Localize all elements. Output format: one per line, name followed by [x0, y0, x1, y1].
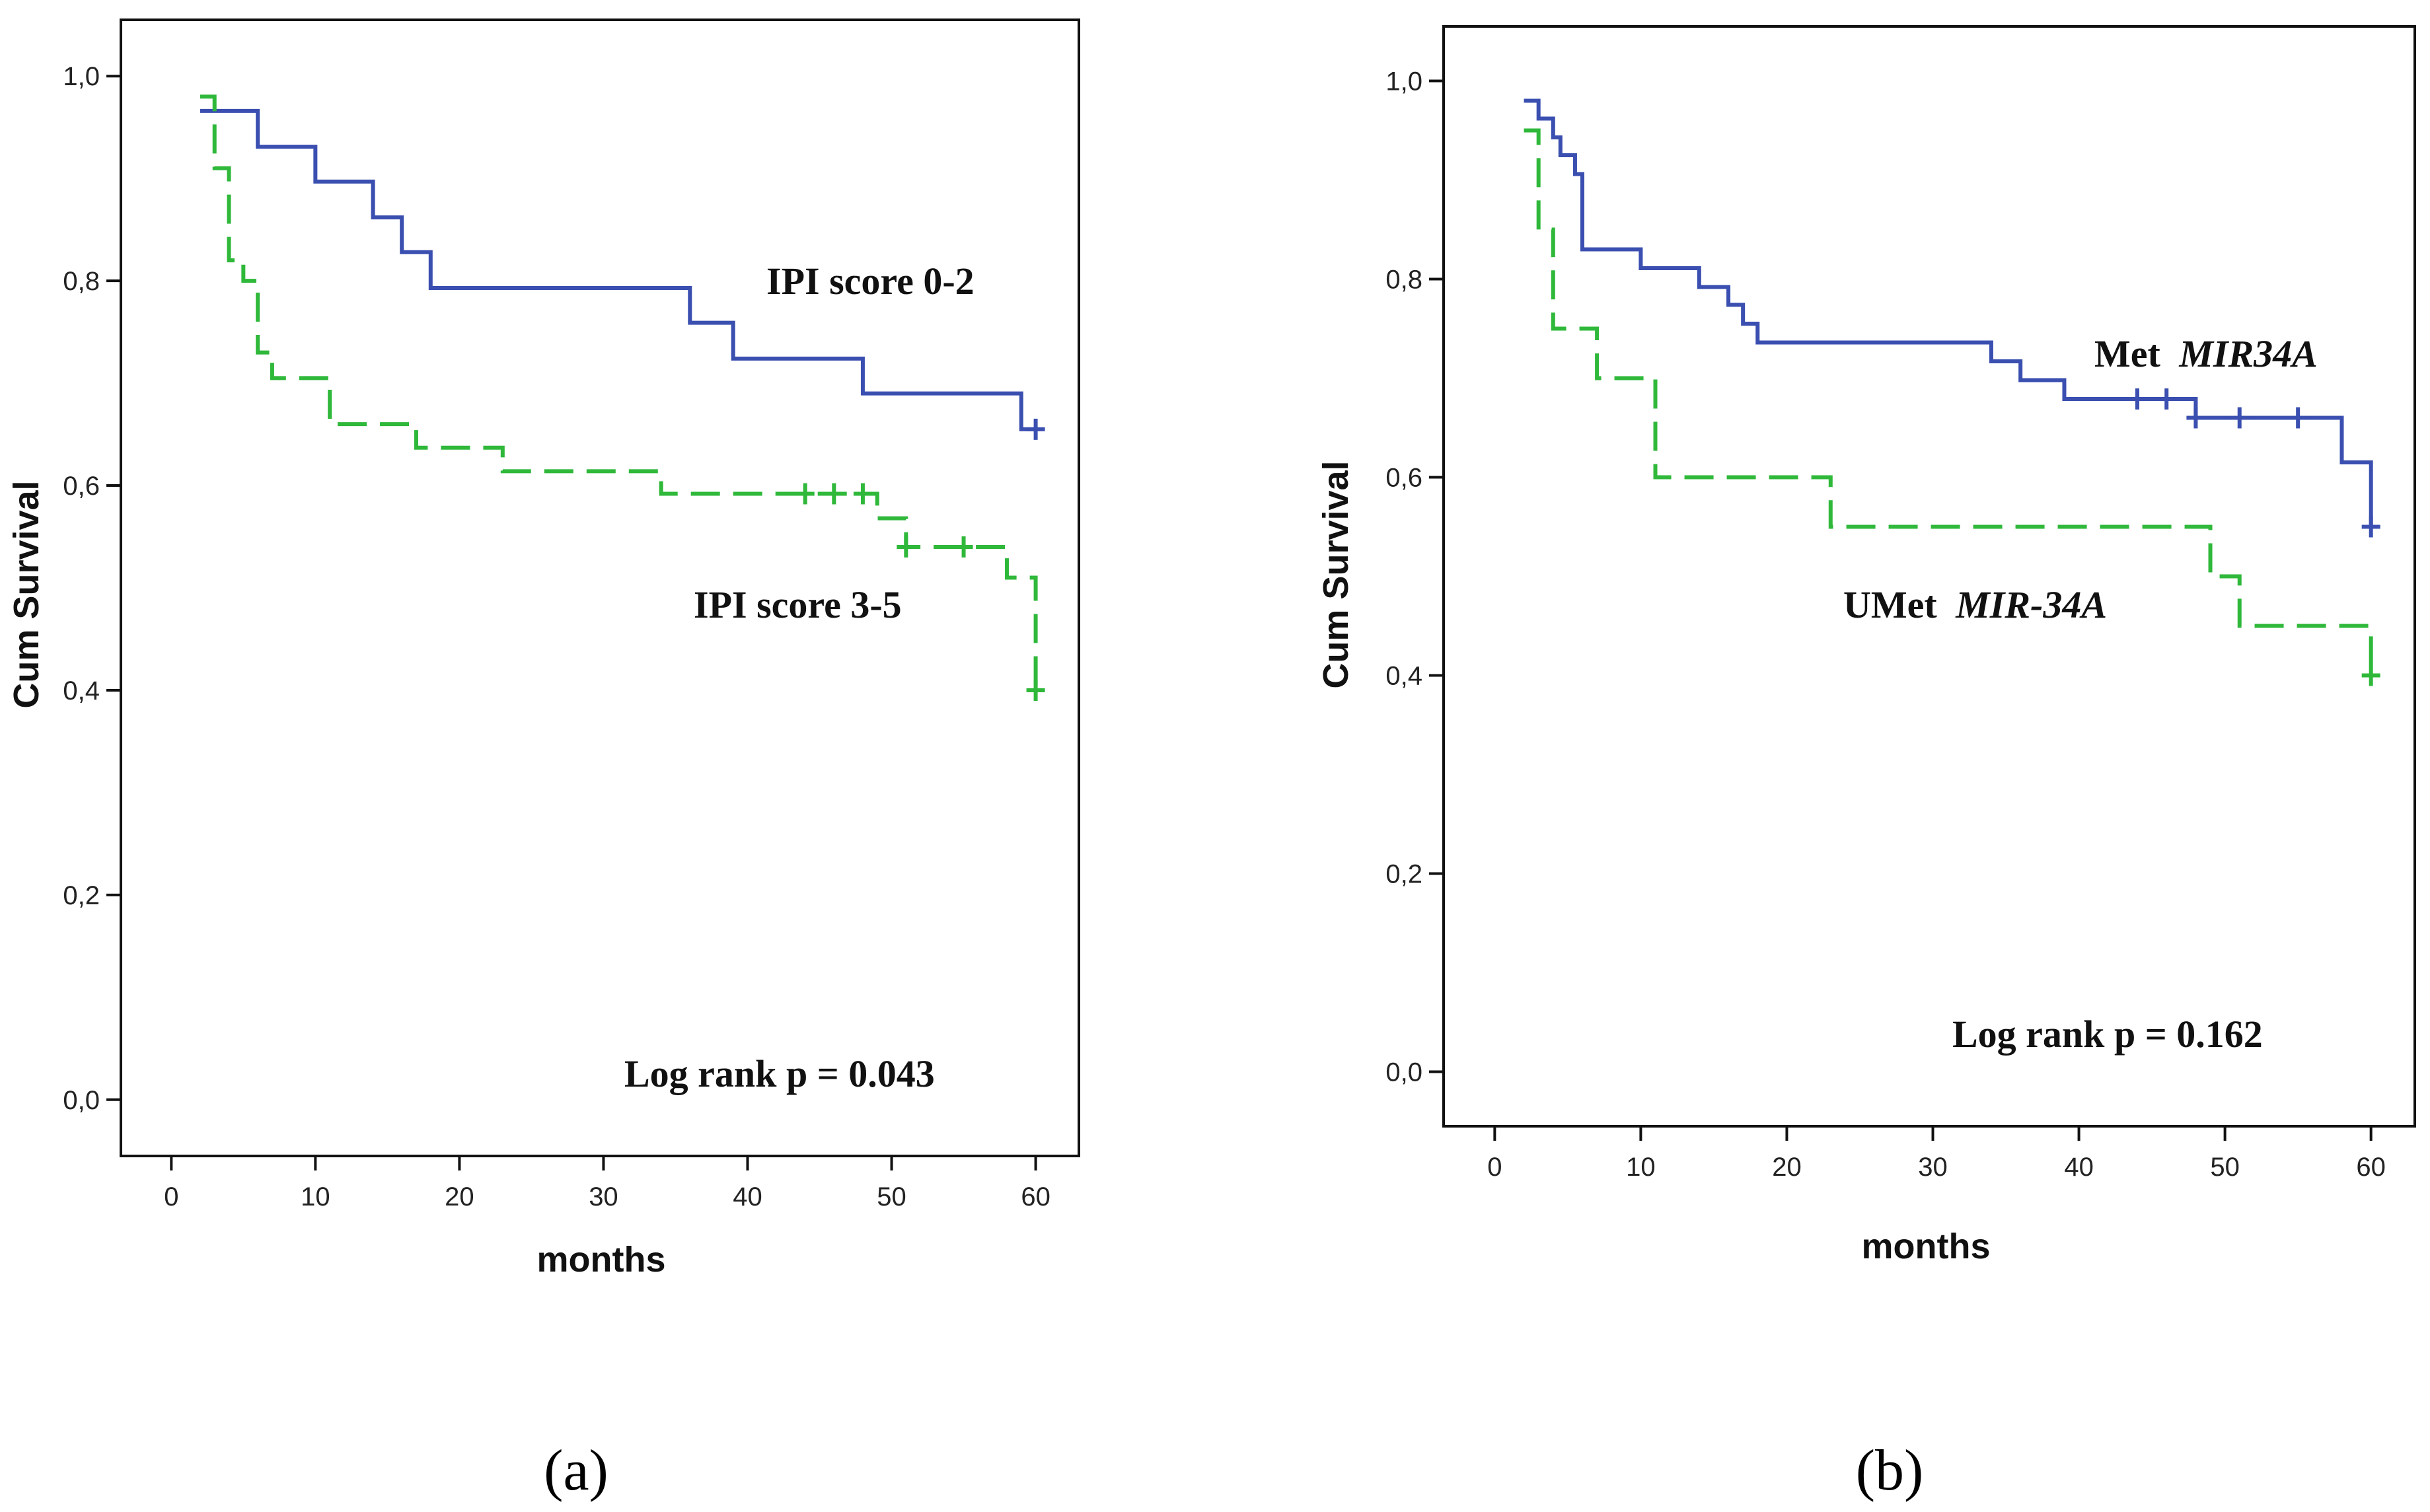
legend-label-ipi-0-2: IPI score 0-2 [766, 260, 975, 303]
panel-label-b: (b) [1856, 1439, 1924, 1503]
censor-mark-a-1-1 [825, 483, 844, 505]
x-tick-label-b-0: 0 [1487, 1153, 1502, 1182]
curves-a [200, 94, 1045, 701]
x-tick-label-a-40: 40 [733, 1182, 762, 1211]
x-tick-label-b-30: 30 [1918, 1153, 1948, 1182]
legend-label-met-italic: MIR34A [2178, 332, 2318, 375]
y-axis-title-b: Cum Survival [1316, 460, 1356, 688]
y-tick-label-a-0: 0,0 [63, 1086, 100, 1115]
censor-mark-b-0-0 [2128, 388, 2147, 410]
y-tick-label-a-2: 0,4 [63, 676, 100, 705]
y-axis-title-a: Cum Survival [7, 480, 46, 708]
legend-label-umet-italic: MIR-34A [1955, 583, 2107, 626]
panel-b: 0 10 20 30 40 50 60 0,0 0,2 0,4 0,6 0,8 1,0 Cum Surv… [1316, 25, 2416, 1503]
x-tick-label-b-40: 40 [2064, 1153, 2094, 1182]
y-tick-label-b-3: 0,6 [1385, 464, 1422, 493]
x-tick-label-b-10: 10 [1626, 1153, 1656, 1182]
x-tick-label-a-0: 0 [164, 1182, 178, 1211]
censor-mark-b-0-3 [2230, 407, 2249, 429]
censor-mark-a-1-5 [1026, 679, 1045, 701]
axes-a: 0 10 20 30 40 50 60 0,0 0,2 0,4 0,6 0,8 1,0 [63, 62, 1050, 1211]
y-tick-label-b-2: 0,4 [1385, 662, 1422, 691]
censor-mark-b-0-4 [2289, 407, 2308, 429]
axes-b: 0 10 20 30 40 50 60 0,0 0,2 0,4 0,6 0,8 1,0 [1385, 67, 2386, 1182]
y-tick-label-b-4: 0,8 [1385, 266, 1422, 295]
censor-mark-a-1-3 [897, 536, 916, 558]
y-tick-label-a-3: 0,6 [63, 472, 100, 501]
legend-label-met-plain: Met [2094, 332, 2160, 375]
censor-mark-b-0-5 [2361, 516, 2380, 538]
x-tick-label-a-50: 50 [877, 1182, 906, 1211]
y-tick-label-a-5: 1,0 [63, 62, 100, 91]
y-tick-label-b-0: 0,0 [1385, 1058, 1422, 1087]
censor-mark-a-1-2 [853, 483, 872, 505]
legend-label-met-mir34a: Met MIR34A [2094, 332, 2318, 375]
legend-label-umet-mir34a: UMet MIR-34A [1843, 583, 2107, 626]
x-axis-title-a: months [537, 1240, 666, 1279]
plot-frame-a [120, 18, 1080, 1157]
panel-a: 0 10 20 30 40 50 60 0,0 0,2 0,4 0,6 0,8 1,0 Cum Surv… [7, 18, 1080, 1503]
x-tick-label-b-60: 60 [2356, 1153, 2386, 1182]
censor-mark-a-1-4 [954, 536, 973, 558]
censor-mark-b-0-2 [2186, 407, 2205, 429]
km-curve-b-1 [1524, 128, 2373, 676]
censor-mark-a-1-0 [795, 483, 815, 505]
x-tick-label-b-20: 20 [1772, 1153, 1802, 1182]
x-tick-label-b-50: 50 [2210, 1153, 2240, 1182]
x-tick-label-a-60: 60 [1021, 1182, 1050, 1211]
plot-frame-b [1442, 25, 2416, 1128]
censor-mark-a-0-0 [1026, 418, 1045, 440]
x-tick-label-a-30: 30 [589, 1182, 618, 1211]
km-curve-b-0 [1524, 98, 2373, 527]
x-axis-title-b: months [1862, 1227, 1991, 1266]
legend-label-ipi-3-5: IPI score 3-5 [694, 583, 902, 626]
log-rank-annotation-a: Log rank p = 0.043 [624, 1052, 935, 1095]
curves-b [1524, 98, 2380, 686]
x-tick-label-a-10: 10 [301, 1182, 330, 1211]
log-rank-annotation-b: Log rank p = 0.162 [1952, 1013, 2263, 1056]
km-curve-a-0 [200, 108, 1036, 431]
panel-label-a: (a) [544, 1439, 608, 1503]
censor-mark-b-0-1 [2157, 388, 2176, 410]
y-tick-label-a-4: 0,8 [63, 267, 100, 296]
censor-mark-b-1-0 [2361, 665, 2380, 686]
y-tick-label-a-1: 0,2 [63, 881, 100, 910]
x-tick-label-a-20: 20 [445, 1182, 474, 1211]
legend-label-umet-plain: UMet [1843, 583, 1937, 626]
y-tick-label-b-1: 0,2 [1385, 860, 1422, 889]
y-tick-label-b-5: 1,0 [1385, 67, 1422, 96]
